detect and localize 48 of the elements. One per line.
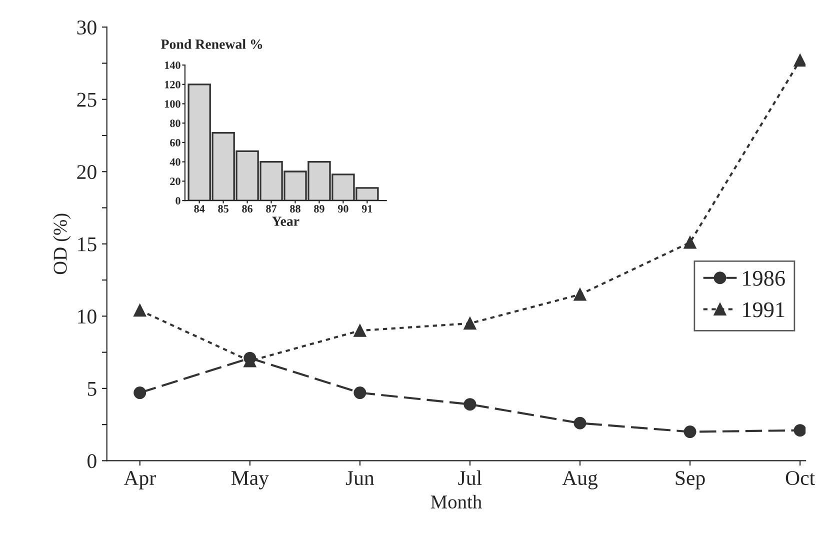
x-tick-label: Jul xyxy=(458,470,482,486)
point xyxy=(574,288,586,301)
y-tick-label: 140 xyxy=(165,62,180,70)
x-tick-label: 91 xyxy=(362,205,372,213)
point xyxy=(134,386,146,400)
point xyxy=(794,424,806,437)
y-tick-label: 0 xyxy=(176,197,180,205)
y-tick-label: 5 xyxy=(88,382,96,396)
point xyxy=(574,416,586,430)
x-tick-label: Aug xyxy=(562,471,598,490)
y-tick-label: 80 xyxy=(170,120,180,128)
point xyxy=(684,236,696,249)
y-tick-label: 100 xyxy=(165,100,180,108)
y-tick-label: 60 xyxy=(170,138,180,146)
x-tick-label: 86 xyxy=(242,205,253,213)
legend-label: 1986 xyxy=(743,270,785,286)
y-tick-label: 40 xyxy=(170,158,180,166)
y-tick-label: 10 xyxy=(78,310,96,324)
y-tick-label: 20 xyxy=(170,178,180,186)
x-tick-label: May xyxy=(231,471,269,490)
y-tick-label: 0 xyxy=(88,454,96,468)
x-tick-label: Jun xyxy=(346,471,374,486)
y-tick-label: 120 xyxy=(165,80,180,88)
y-axis-title: OD (%) xyxy=(53,214,71,274)
x-tick-label: 88 xyxy=(290,205,300,213)
point xyxy=(464,317,476,330)
x-tick-label: 85 xyxy=(218,205,228,213)
x-tick-label: 84 xyxy=(194,205,205,213)
chart-title: Pond Renewal % xyxy=(161,39,262,49)
point xyxy=(794,54,806,67)
point xyxy=(354,386,366,400)
y-tick-label: 25 xyxy=(77,92,96,107)
x-tick-label: Oct xyxy=(786,471,815,486)
point xyxy=(354,324,366,337)
x-tick-label: Apr xyxy=(124,471,156,490)
y-tick-label: 20 xyxy=(77,165,96,180)
x-tick-label: 89 xyxy=(314,205,324,213)
x-axis-title: Year xyxy=(272,216,300,226)
x-tick-label: 87 xyxy=(266,205,277,213)
x-tick-label: 90 xyxy=(338,205,348,213)
y-tick-label: 15 xyxy=(78,237,96,252)
point xyxy=(684,426,696,438)
x-tick-label: Sep xyxy=(676,471,705,490)
point xyxy=(134,304,146,317)
point xyxy=(464,398,476,411)
legend-label: 1991 xyxy=(743,302,784,318)
x-axis-title: Month xyxy=(430,494,482,509)
y-tick-label: 30 xyxy=(77,20,96,35)
